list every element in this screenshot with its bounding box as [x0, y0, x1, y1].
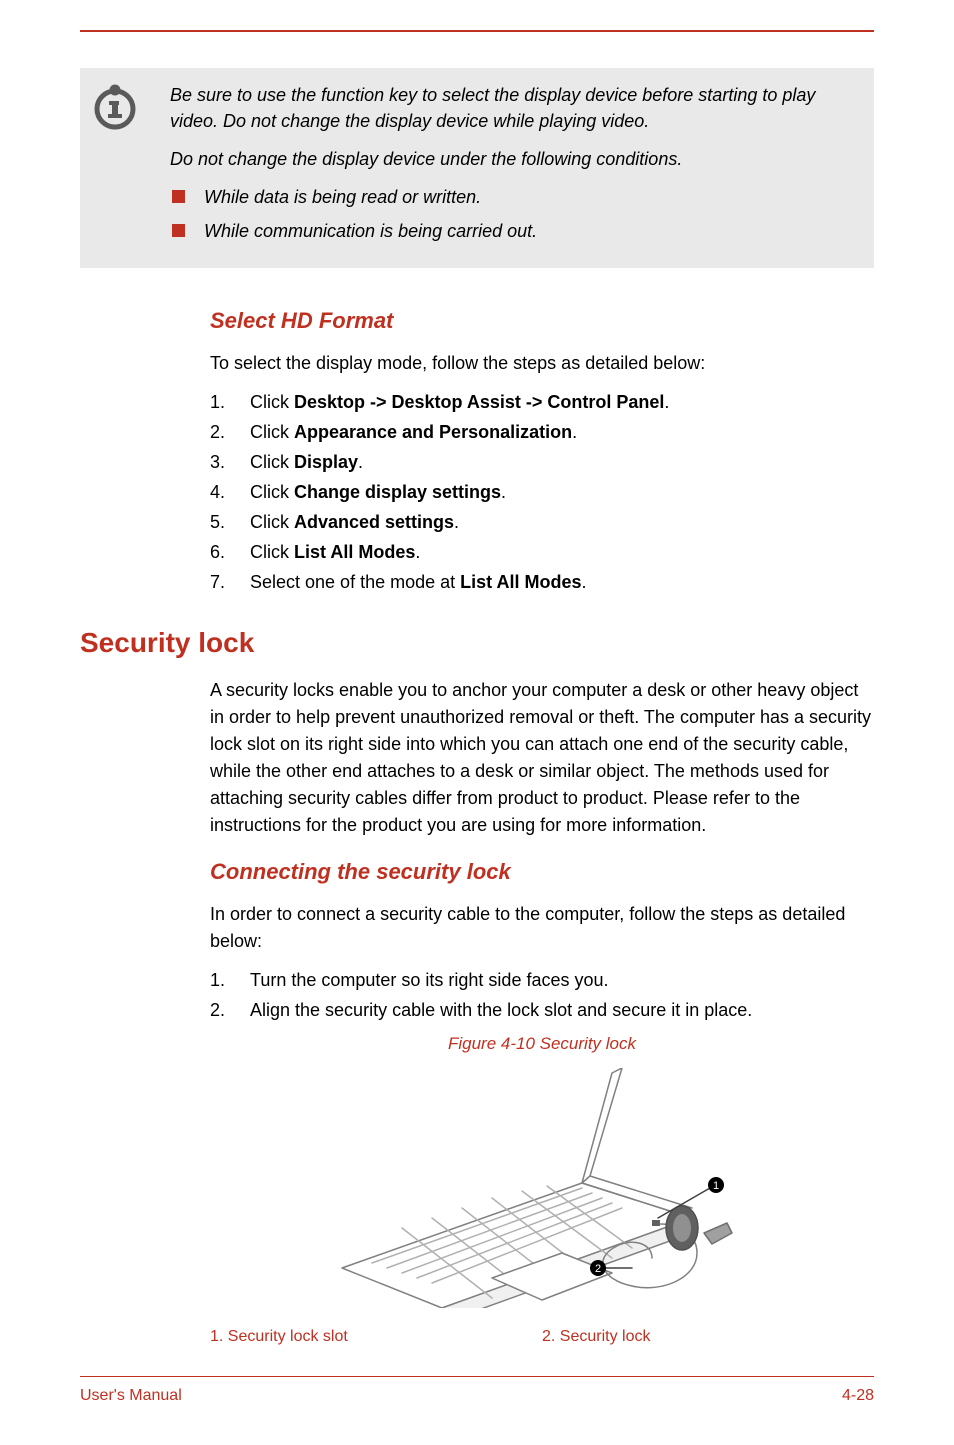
- step-post: .: [454, 512, 459, 532]
- step-text: Click: [250, 422, 294, 442]
- step-item: Select one of the mode at List All Modes…: [210, 569, 874, 597]
- note-bullet: While data is being read or written.: [170, 184, 856, 210]
- svg-text:1: 1: [713, 1180, 719, 1192]
- note-para-1: Be sure to use the function key to selec…: [170, 82, 856, 134]
- footer-left: User's Manual: [80, 1387, 182, 1405]
- note-bullet-list: While data is being read or written. Whi…: [170, 184, 856, 244]
- connecting-heading: Connecting the security lock: [210, 859, 874, 885]
- step-post: .: [664, 392, 669, 412]
- top-rule: [80, 30, 874, 32]
- step-text: Click: [250, 512, 294, 532]
- step-item: Align the security cable with the lock s…: [210, 997, 874, 1025]
- step-post: .: [501, 482, 506, 502]
- svg-text:2: 2: [595, 1263, 601, 1275]
- figure-legend: 1. Security lock slot 2. Security lock: [210, 1328, 874, 1346]
- page-footer: User's Manual 4-28: [80, 1376, 874, 1405]
- select-hd-heading: Select HD Format: [210, 308, 874, 334]
- note-para-2: Do not change the display device under t…: [170, 146, 856, 172]
- step-bold: Display: [294, 452, 358, 472]
- step-bold: List All Modes: [460, 572, 581, 592]
- step-post: .: [415, 542, 420, 562]
- note-content: Be sure to use the function key to selec…: [170, 82, 856, 252]
- info-icon-col: [80, 82, 150, 252]
- connecting-intro: In order to connect a security cable to …: [210, 901, 874, 955]
- step-text: Click: [250, 482, 294, 502]
- step-item: Click Display.: [210, 449, 874, 477]
- note-block: Be sure to use the function key to selec…: [80, 68, 874, 268]
- step-item: Turn the computer so its right side face…: [210, 967, 874, 995]
- figure-caption: Figure 4-10 Security lock: [210, 1034, 874, 1054]
- step-item: Click Advanced settings.: [210, 509, 874, 537]
- step-post: .: [581, 572, 586, 592]
- step-item: Click Appearance and Personalization.: [210, 419, 874, 447]
- step-item: Click Change display settings.: [210, 479, 874, 507]
- footer-right: 4-28: [842, 1387, 874, 1405]
- select-hd-steps: Click Desktop -> Desktop Assist -> Contr…: [210, 389, 874, 596]
- info-icon: [92, 84, 138, 130]
- step-bold: Advanced settings: [294, 512, 454, 532]
- connecting-steps: Turn the computer so its right side face…: [210, 967, 874, 1025]
- step-bold: Desktop -> Desktop Assist -> Control Pan…: [294, 392, 664, 412]
- step-text: Click: [250, 392, 294, 412]
- note-bullet: While communication is being carried out…: [170, 218, 856, 244]
- select-hd-intro: To select the display mode, follow the s…: [210, 350, 874, 377]
- step-bold: Change display settings: [294, 482, 501, 502]
- legend-item-1: 1. Security lock slot: [210, 1328, 542, 1346]
- step-bold: List All Modes: [294, 542, 415, 562]
- step-post: .: [572, 422, 577, 442]
- legend-item-2: 2. Security lock: [542, 1328, 874, 1346]
- step-item: Click Desktop -> Desktop Assist -> Contr…: [210, 389, 874, 417]
- step-bold: Appearance and Personalization: [294, 422, 572, 442]
- security-heading: Security lock: [80, 627, 874, 659]
- step-text: Click: [250, 542, 294, 562]
- step-item: Click List All Modes.: [210, 539, 874, 567]
- security-lock-illustration: 1 2: [332, 1068, 752, 1308]
- step-text: Select one of the mode at: [250, 572, 460, 592]
- security-para: A security locks enable you to anchor yo…: [210, 677, 874, 839]
- figure-image: 1 2: [210, 1068, 874, 1308]
- step-text: Click: [250, 452, 294, 472]
- step-post: .: [358, 452, 363, 472]
